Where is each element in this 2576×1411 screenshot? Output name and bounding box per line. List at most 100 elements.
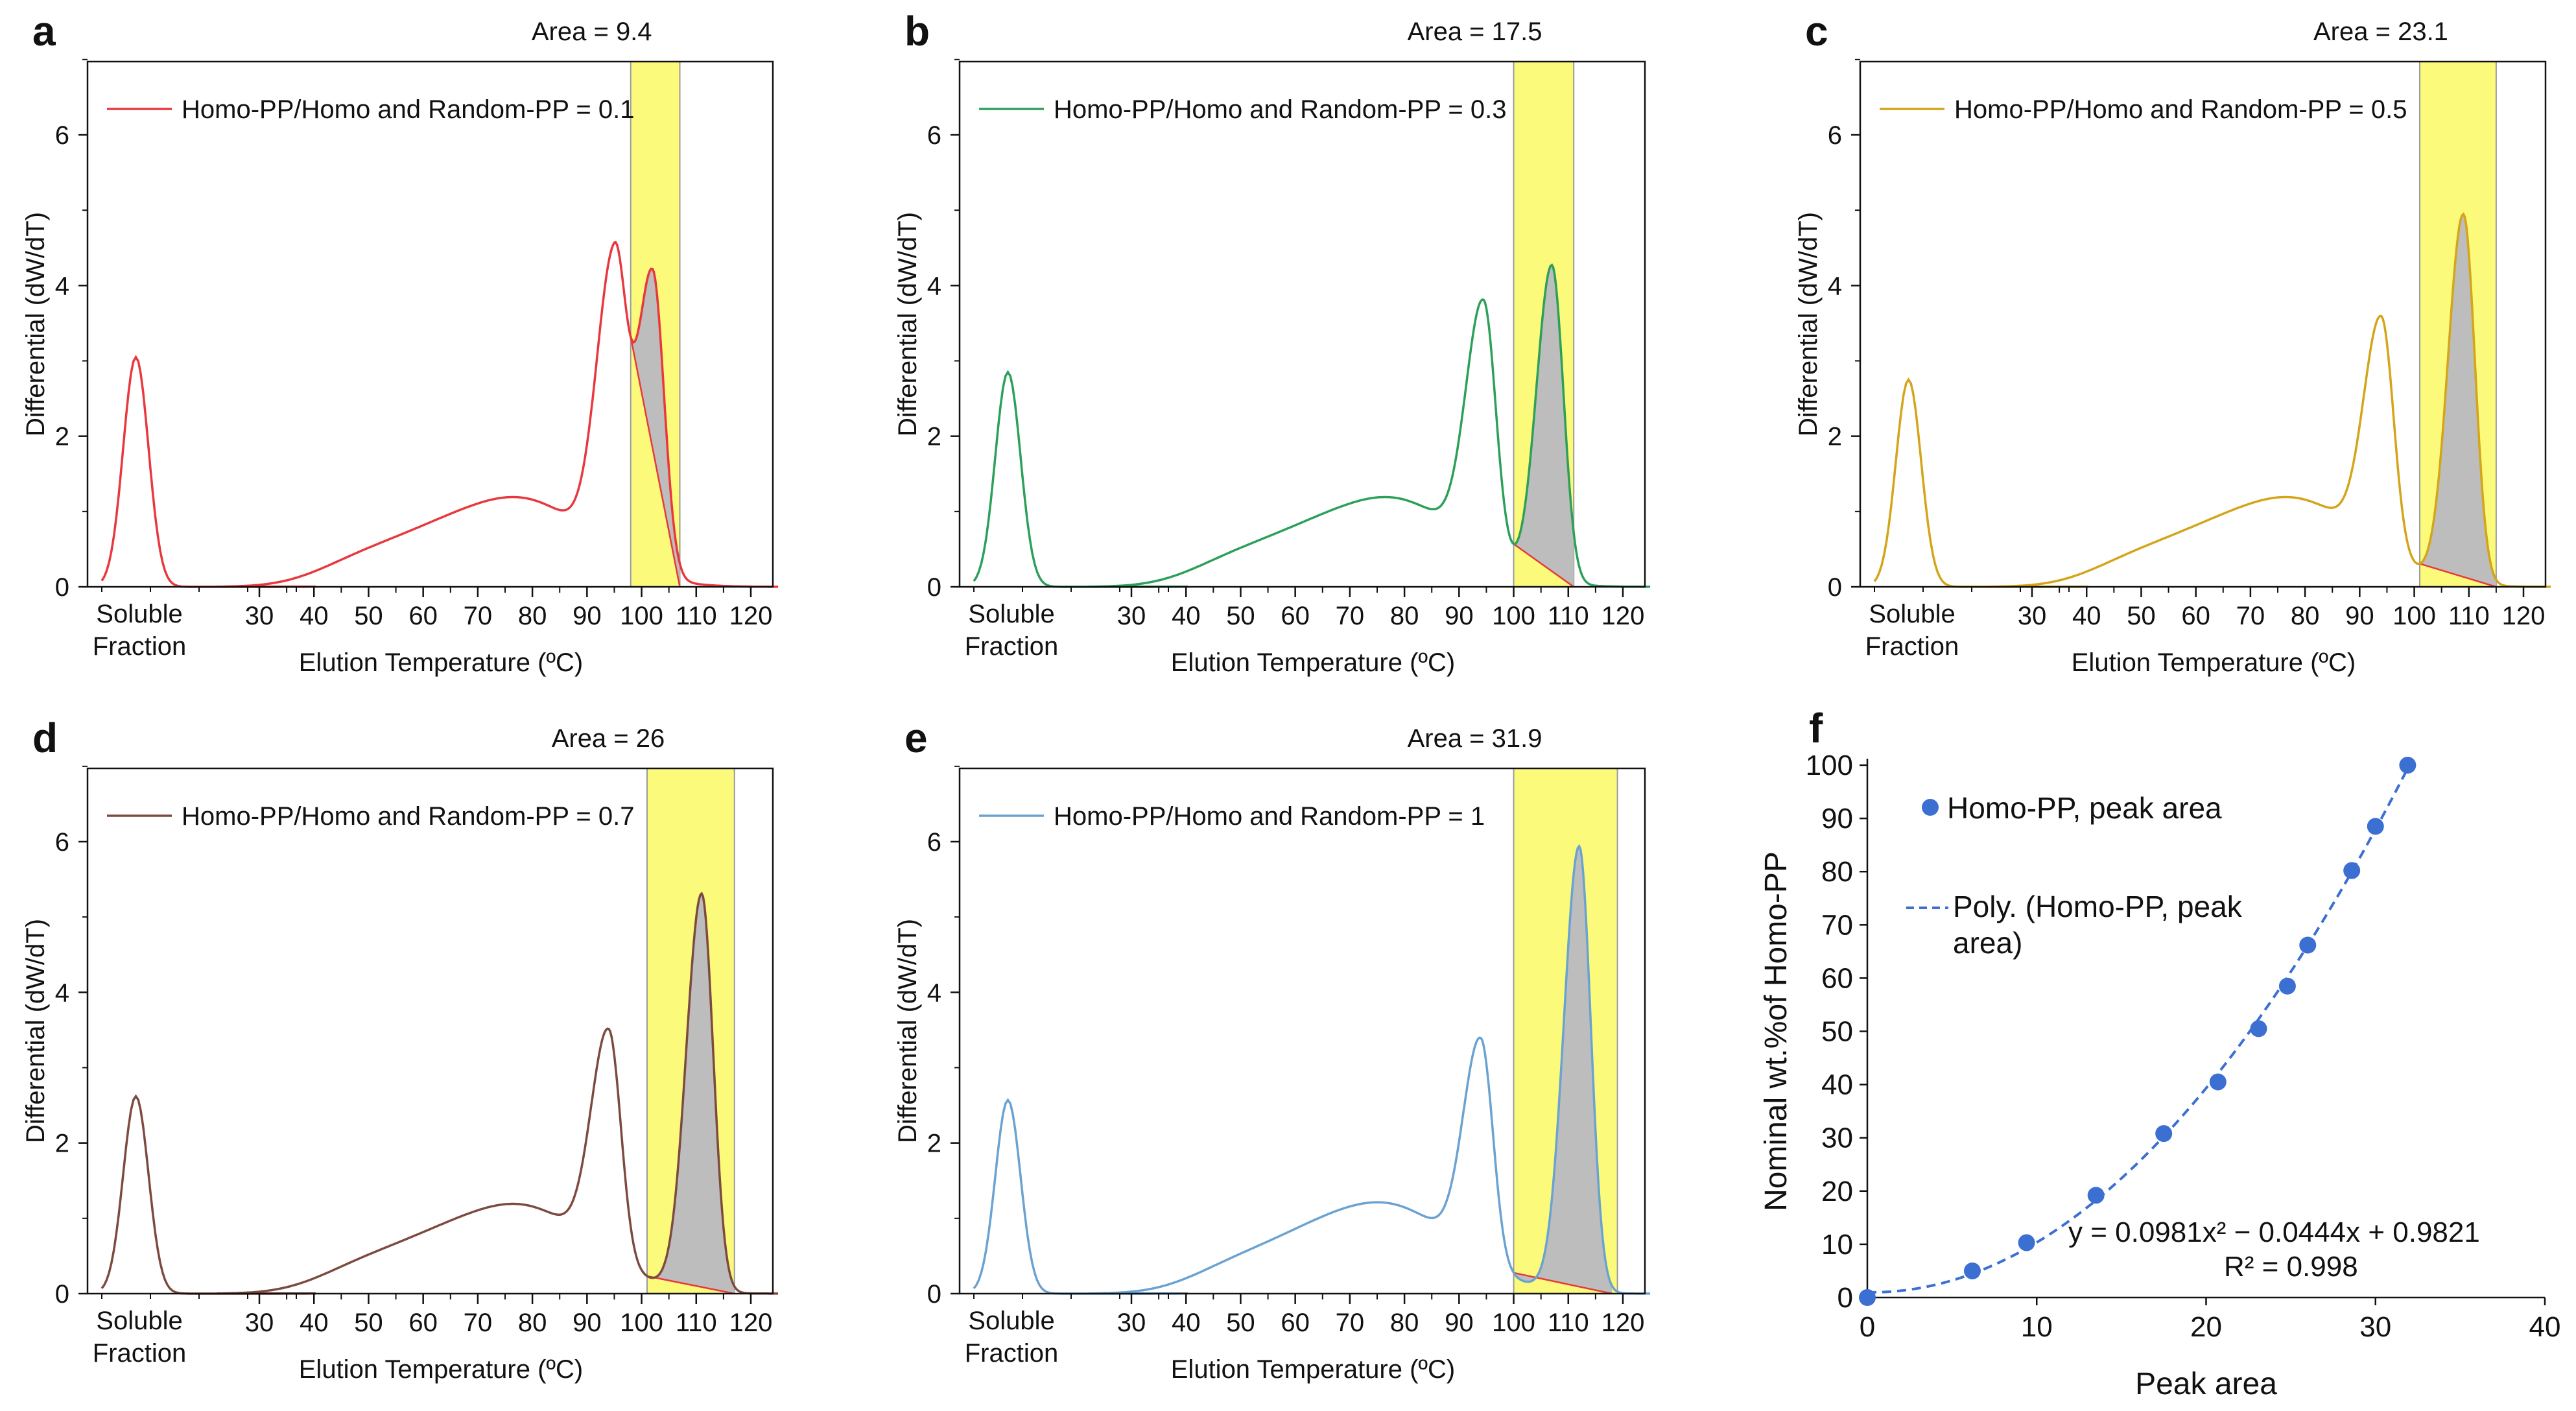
y-tick-label: 4 bbox=[927, 978, 941, 1007]
y-axis-label: Differential (dW/dT) bbox=[21, 212, 50, 436]
plot-frame bbox=[86, 60, 774, 588]
x-tick-label: 100 bbox=[620, 602, 663, 630]
legend-label: Homo-PP/Homo and Random-PP = 1 bbox=[1054, 802, 1485, 831]
data-point bbox=[2278, 977, 2296, 995]
y-axis-label: Differential (dW/dT) bbox=[893, 212, 922, 436]
area-label: Area = 17.5 bbox=[1408, 18, 1542, 46]
r-squared-label: R² = 0.998 bbox=[2224, 1251, 2358, 1283]
x-tick-label: 110 bbox=[676, 1309, 717, 1337]
y-tick-label: 0 bbox=[927, 573, 941, 602]
x-tick-label: 40 bbox=[300, 1309, 329, 1337]
y-tick-label: 0 bbox=[55, 573, 69, 602]
x-tick-label: 80 bbox=[2291, 602, 2320, 630]
data-point bbox=[2399, 757, 2416, 774]
panel-f: 0 10 20 30 40 50 60 70 80 90 100 0 10 20 30 40 Peak area… bbox=[1759, 705, 2560, 1401]
x-tick-label: 90 bbox=[573, 602, 602, 630]
x-tick-label: 70 bbox=[464, 602, 493, 630]
panel-letter-f: f bbox=[1809, 705, 1823, 752]
x-tick-label: 80 bbox=[1390, 602, 1419, 630]
x-tick-label: 60 bbox=[2181, 602, 2210, 630]
data-point bbox=[1963, 1262, 1981, 1279]
soluble-label: Soluble bbox=[968, 1307, 1054, 1335]
x-tick-label: 60 bbox=[1281, 602, 1310, 630]
legend-marker bbox=[1922, 799, 1939, 816]
y-tick-label: 6 bbox=[927, 121, 941, 150]
y-axis-label: Differential (dW/dT) bbox=[893, 919, 922, 1143]
x-axis-label: Elution Temperature (ºC) bbox=[1171, 648, 1456, 677]
x-tick-label: 40 bbox=[1172, 1309, 1201, 1337]
data-point bbox=[2250, 1020, 2267, 1038]
data-point bbox=[2018, 1234, 2035, 1251]
panel-letter: e bbox=[904, 715, 928, 761]
x-tick-label: 40 bbox=[1172, 602, 1201, 630]
panel-c: 0 2 4 6 30 40 50 60 70 80 90 100 110 120 Soluble Fracti… bbox=[1794, 8, 2551, 677]
x-tick-label: 80 bbox=[1390, 1309, 1419, 1337]
x-tick-label: 90 bbox=[2345, 602, 2374, 630]
y-tick-label: 6 bbox=[55, 828, 69, 857]
x-tick-label: 30 bbox=[2359, 1311, 2391, 1343]
legend-points-label: Homo-PP, peak area bbox=[1947, 791, 2222, 825]
x-tick-label: 120 bbox=[1601, 602, 1645, 630]
integrated-area bbox=[2420, 214, 2496, 587]
x-tick-label: 30 bbox=[2018, 602, 2047, 630]
x-tick-label: 110 bbox=[2448, 602, 2490, 630]
y-tick-label: 2 bbox=[927, 1130, 941, 1158]
y-axis-label: Nominal wt.%of Homo-PP bbox=[1759, 851, 1793, 1211]
data-point bbox=[2087, 1187, 2105, 1204]
legend-label: Homo-PP/Homo and Random-PP = 0.5 bbox=[1954, 95, 2407, 124]
soluble-label: Fraction bbox=[965, 632, 1059, 661]
baseline-line bbox=[630, 337, 681, 587]
baseline-line bbox=[646, 1275, 735, 1295]
area-label: Area = 9.4 bbox=[532, 18, 652, 46]
x-axis-label: Elution Temperature (ºC) bbox=[299, 1355, 584, 1384]
panel-e: 0 2 4 6 30 40 50 60 70 80 90 100 110 120 Soluble Fracti… bbox=[893, 715, 1651, 1384]
soluble-label: Fraction bbox=[93, 632, 187, 661]
x-tick-label: 90 bbox=[1445, 1309, 1474, 1337]
x-tick-label: 60 bbox=[408, 1309, 438, 1337]
x-tick-label: 50 bbox=[1226, 1309, 1255, 1337]
baseline-line bbox=[1513, 543, 1574, 588]
soluble-label: Soluble bbox=[1869, 600, 1955, 628]
baseline-line bbox=[1513, 1272, 1613, 1295]
legend-label: Homo-PP/Homo and Random-PP = 0.7 bbox=[182, 802, 635, 831]
plot-frame bbox=[1859, 60, 2547, 588]
x-tick-label: 110 bbox=[1548, 1309, 1589, 1337]
y-tick-label: 4 bbox=[927, 272, 941, 300]
x-tick-label: 30 bbox=[245, 602, 274, 630]
data-point bbox=[2209, 1073, 2227, 1091]
x-tick-label: 120 bbox=[2502, 602, 2546, 630]
x-tick-label: 80 bbox=[518, 1309, 547, 1337]
y-tick-label: 2 bbox=[1828, 423, 1842, 451]
y-tick-label: 6 bbox=[1828, 121, 1842, 150]
x-tick-label: 30 bbox=[1117, 1309, 1146, 1337]
y-tick-label: 0 bbox=[55, 1280, 69, 1309]
integrated-area bbox=[630, 268, 680, 587]
x-tick-label: 70 bbox=[1336, 1309, 1365, 1337]
x-tick-label: 20 bbox=[2190, 1311, 2222, 1343]
soluble-label: Soluble bbox=[968, 600, 1054, 628]
equation-label: y = 0.0981x² − 0.0444x + 0.9821 bbox=[2068, 1216, 2480, 1248]
y-tick-label: 40 bbox=[1821, 1069, 1853, 1101]
fit-line bbox=[1867, 764, 2411, 1294]
soluble-label: Soluble bbox=[96, 1307, 182, 1335]
x-tick-label: 40 bbox=[300, 602, 329, 630]
x-tick-label: 10 bbox=[2021, 1311, 2053, 1343]
x-tick-label: 100 bbox=[1492, 1309, 1535, 1337]
plot-frame bbox=[958, 60, 1646, 588]
data-point bbox=[1859, 1289, 1876, 1306]
x-tick-label: 100 bbox=[620, 1309, 663, 1337]
x-tick-label: 120 bbox=[729, 602, 773, 630]
y-tick-label: 0 bbox=[1837, 1282, 1853, 1314]
y-axis-label: Differential (dW/dT) bbox=[21, 919, 50, 1143]
x-tick-label: 50 bbox=[354, 602, 383, 630]
area-label: Area = 26 bbox=[552, 724, 665, 753]
y-tick-label: 4 bbox=[55, 978, 69, 1007]
data-point bbox=[2343, 862, 2361, 879]
y-tick-label: 2 bbox=[927, 423, 941, 451]
panel-d: 0 2 4 6 30 40 50 60 70 80 90 100 110 120 Soluble Fracti… bbox=[21, 715, 779, 1384]
y-tick-label: 4 bbox=[55, 272, 69, 300]
x-axis-label: Elution Temperature (ºC) bbox=[2072, 648, 2356, 677]
legend-label: Homo-PP/Homo and Random-PP = 0.3 bbox=[1054, 95, 1507, 124]
y-tick-label: 100 bbox=[1806, 750, 1853, 781]
y-tick-label: 0 bbox=[927, 1280, 941, 1309]
